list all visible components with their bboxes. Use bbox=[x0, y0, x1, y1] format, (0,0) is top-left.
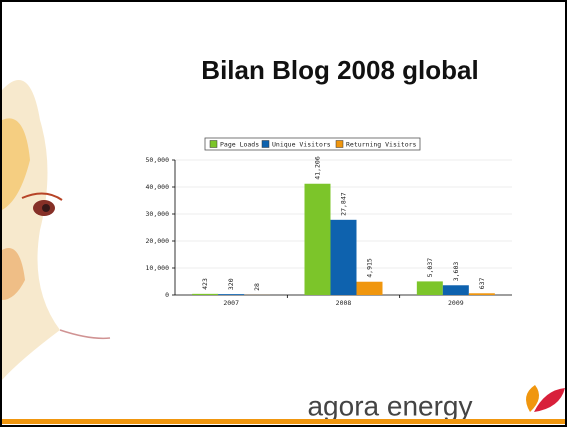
x-tick-label: 2008 bbox=[336, 299, 352, 307]
y-tick-label: 40,000 bbox=[146, 183, 170, 191]
value-label: 4,915 bbox=[366, 258, 374, 278]
legend-label: Returning Visitors bbox=[346, 141, 417, 149]
bar bbox=[305, 184, 331, 295]
value-label: 41,206 bbox=[314, 156, 322, 180]
value-label: 27,847 bbox=[340, 192, 348, 216]
y-tick-label: 30,000 bbox=[146, 210, 170, 218]
bar bbox=[443, 285, 469, 295]
x-tick-label: 2007 bbox=[223, 299, 239, 307]
y-tick-label: 0 bbox=[165, 291, 169, 299]
footer-bar bbox=[2, 419, 565, 424]
bar bbox=[331, 220, 357, 295]
value-label: 28 bbox=[253, 283, 261, 291]
legend-swatch bbox=[262, 141, 269, 148]
y-tick-label: 10,000 bbox=[146, 264, 170, 272]
legend-swatch bbox=[210, 141, 217, 148]
legend-label: Unique Visitors bbox=[272, 141, 331, 149]
bar bbox=[469, 293, 495, 295]
footer-brand: agora energy bbox=[307, 390, 472, 421]
slide: Bilan Blog 2008 global 0 10,000 20,000 30,0… bbox=[0, 0, 567, 427]
y-tick-label: 50,000 bbox=[146, 156, 170, 164]
value-label: 423 bbox=[201, 278, 209, 290]
bar bbox=[417, 281, 443, 295]
y-tick-label: 20,000 bbox=[146, 237, 170, 245]
x-tick-label: 2009 bbox=[448, 299, 464, 307]
value-label: 320 bbox=[227, 278, 235, 290]
value-label: 5,037 bbox=[426, 258, 434, 278]
legend: Page Loads Unique Visitors Returning Visit… bbox=[205, 138, 420, 150]
legend-swatch bbox=[336, 141, 343, 148]
bar bbox=[218, 294, 244, 295]
slide-title: Bilan Blog 2008 global bbox=[201, 55, 478, 85]
bar bbox=[357, 282, 383, 295]
value-label: 3,603 bbox=[452, 262, 460, 282]
value-label: 637 bbox=[478, 277, 486, 289]
legend-label: Page Loads bbox=[220, 141, 259, 149]
bar bbox=[192, 294, 218, 295]
page: {"chart_data": {"type": "bar", "title": … bbox=[0, 0, 567, 427]
